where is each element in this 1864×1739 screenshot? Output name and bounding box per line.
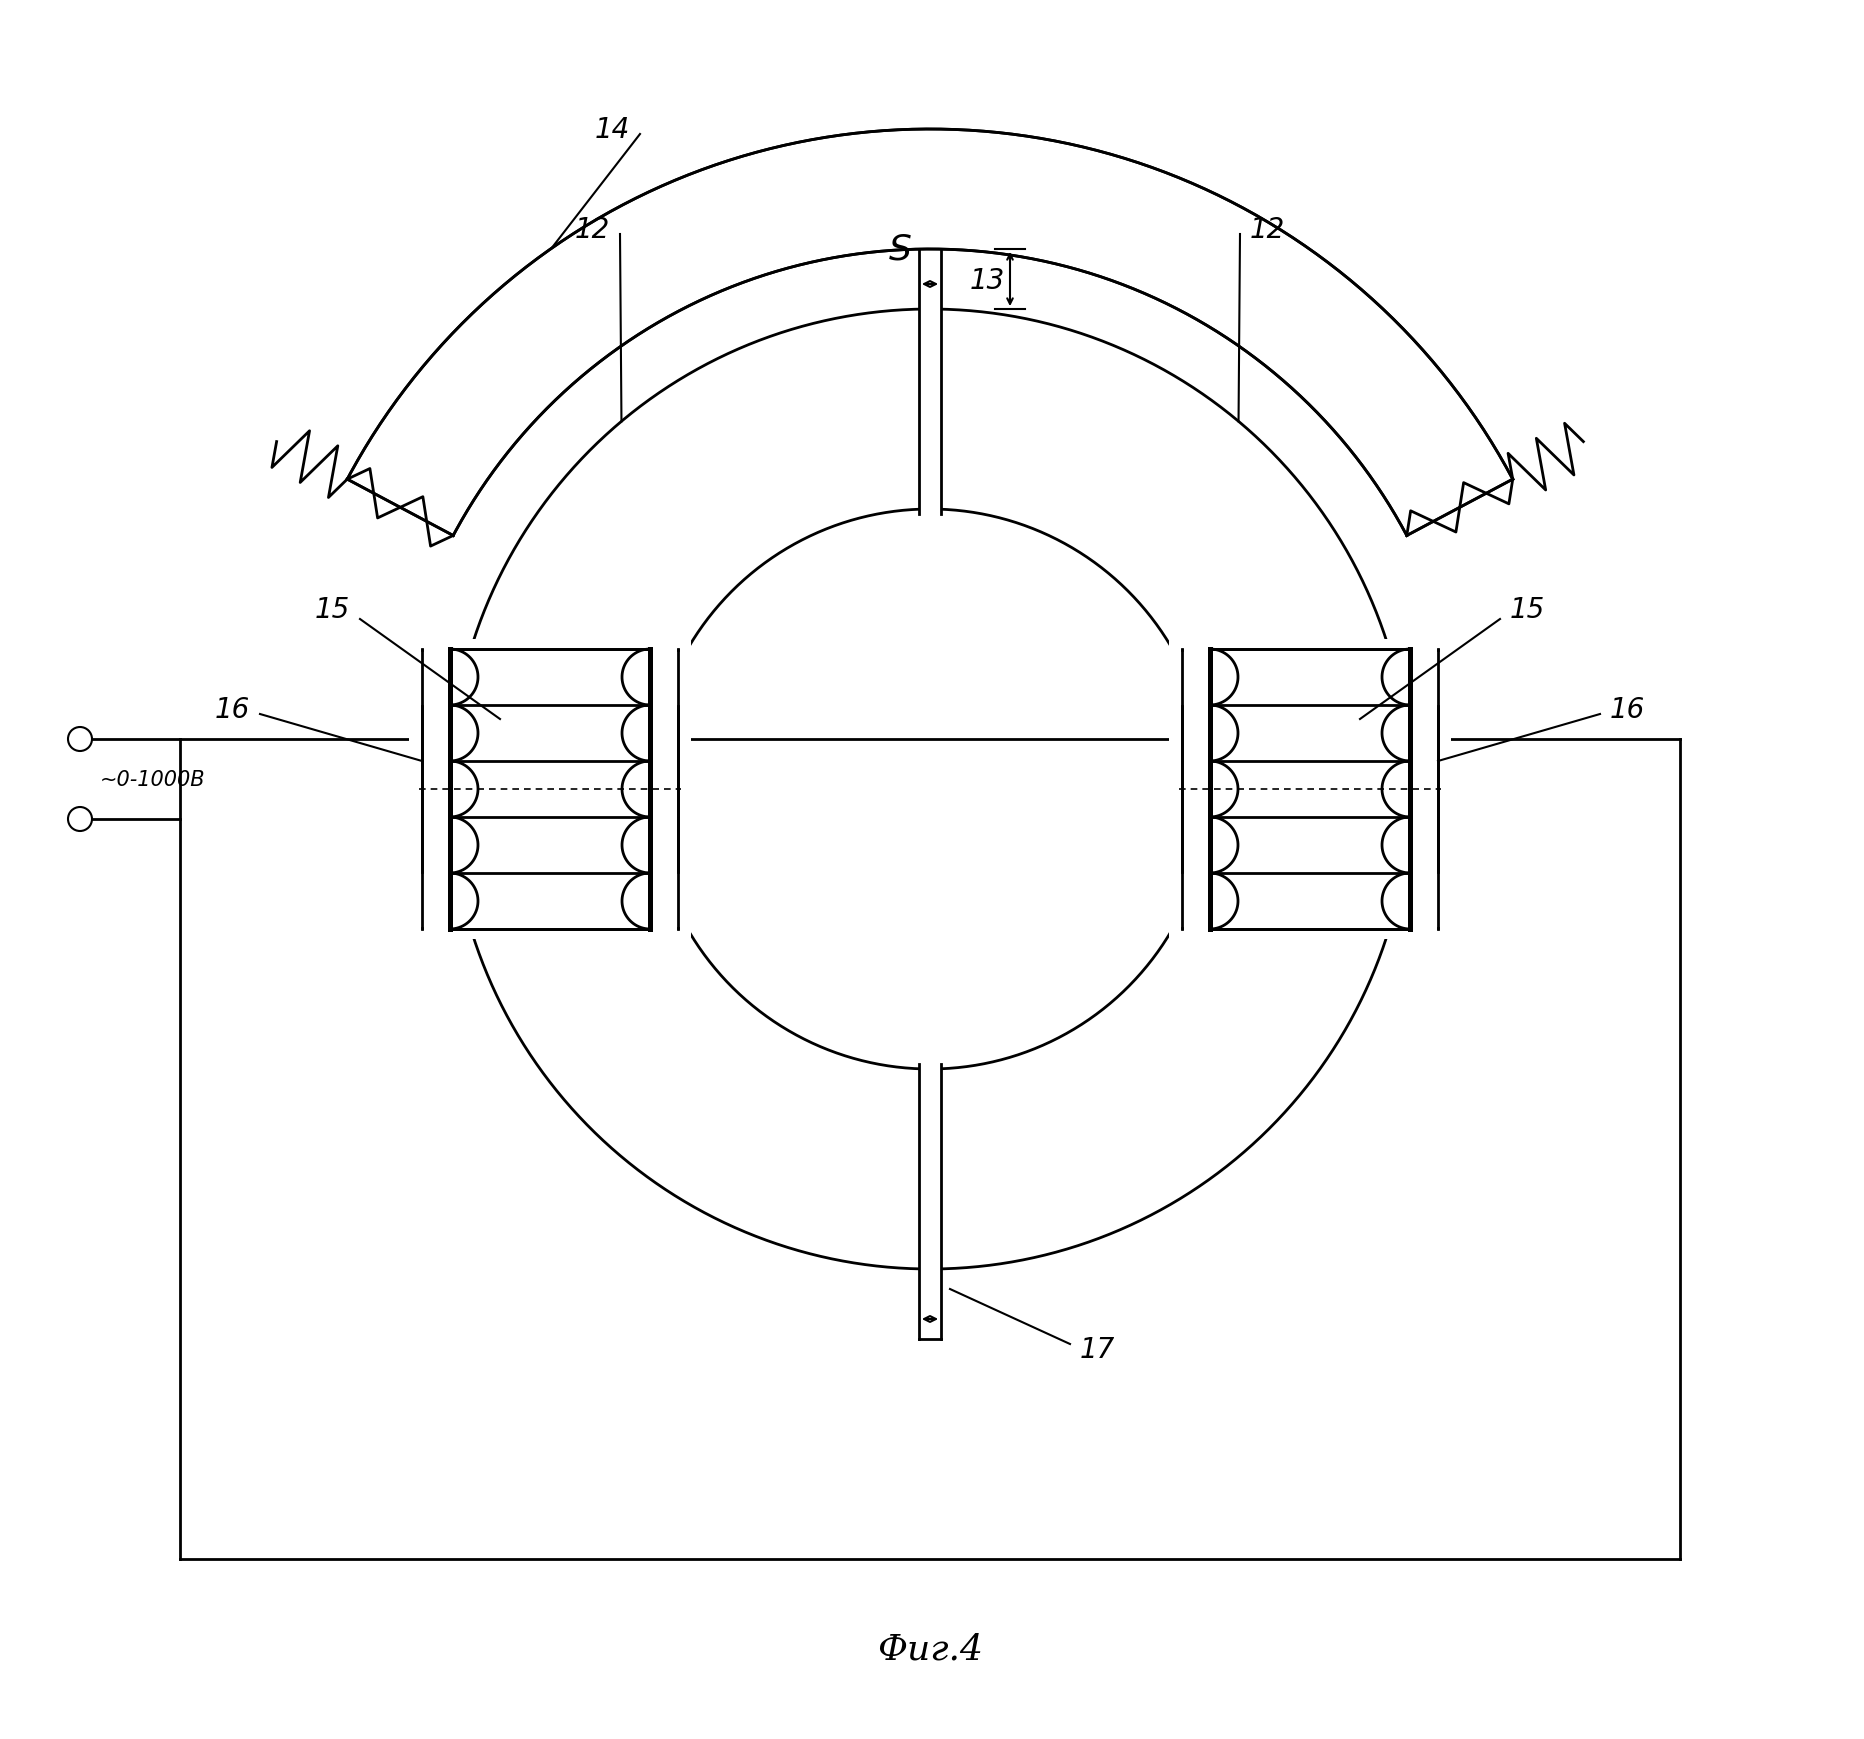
Text: S: S: [889, 233, 911, 266]
Bar: [410, 640, 692, 939]
Text: 17: 17: [1079, 1336, 1115, 1363]
Bar: [449, 650, 651, 929]
Bar: [1210, 650, 1409, 929]
Text: 14: 14: [595, 117, 630, 144]
Text: 13: 13: [969, 266, 1005, 296]
Bar: [181, 739, 1679, 1560]
Polygon shape: [347, 130, 1514, 536]
Text: 12: 12: [574, 216, 610, 243]
Bar: [919, 1064, 941, 1339]
Text: 15: 15: [1510, 596, 1545, 624]
Text: ~0-1000В: ~0-1000В: [101, 770, 205, 790]
Text: 16: 16: [214, 696, 250, 723]
Text: Фиг.4: Фиг.4: [876, 1633, 982, 1666]
Text: 15: 15: [315, 596, 350, 624]
Text: 12: 12: [1251, 216, 1286, 243]
Bar: [1169, 640, 1450, 939]
Text: 16: 16: [1610, 696, 1646, 723]
Bar: [919, 240, 941, 515]
